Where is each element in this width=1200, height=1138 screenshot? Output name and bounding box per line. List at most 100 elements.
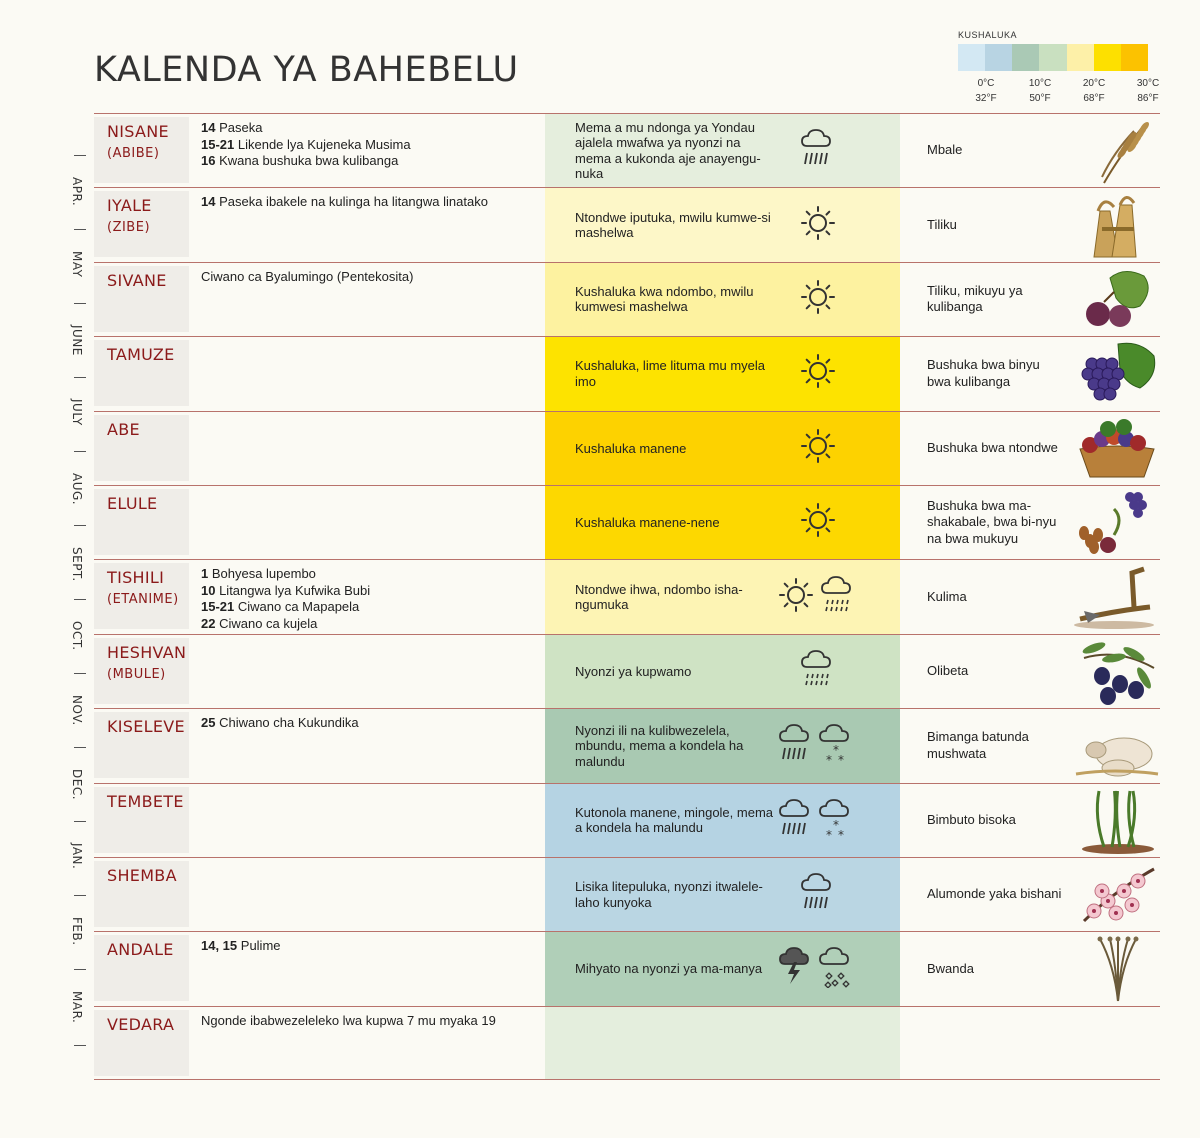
axis-month-label: FEB.: [70, 917, 84, 946]
axis-divider: [74, 377, 86, 378]
event-date: 14: [201, 120, 216, 135]
crop-text: Bushuka bwa binyu bwa kulibanga: [927, 357, 1040, 389]
sun-icon: [799, 352, 837, 395]
event-line: 10 Litangwa lya Kufwika Bubi: [201, 583, 531, 600]
month-row: SIVANE Ciwano ca Byalumingo (Pentekosita)…: [94, 261, 1160, 337]
axis-month-label: OCT.: [70, 621, 84, 651]
hebrew-month-alt-name: (ETANIME): [107, 592, 179, 608]
weather-cell: Kutonola manene, mingole, mema a kondela…: [545, 783, 900, 857]
event-text: Pulime: [237, 938, 281, 954]
weather-cell: Kushaluka manene: [545, 411, 900, 485]
event-line: 14 Paseka: [201, 120, 531, 137]
hebrew-month-name: ANDALE: [107, 940, 174, 960]
month-row: ELULE Kushaluka manene-nene Bushuka bwa ma…: [94, 484, 1160, 560]
event-text: Ciwano ca kujela: [215, 615, 318, 631]
calendar-table: NISANE (ABIBE) 14 Paseka 15-21 Likende lya …: [94, 113, 1160, 1081]
event-text: Paseka ibakele na kulinga ha litangwa li…: [215, 194, 488, 210]
weather-text: Nyonzi ya kupwamo: [575, 663, 692, 679]
month-cell: KISELEVE: [94, 712, 189, 779]
festival-events: 14 Paseka ibakele na kulinga ha litangwa…: [201, 194, 531, 211]
sun-icon: [799, 427, 837, 470]
month-row: KISELEVE 25 Chiwano cha Kukundika Nyonzi i…: [94, 708, 1160, 783]
month-row: TISHILI (ETANIME) 1 Bohyesa lupembo 10 Lita…: [94, 559, 1160, 634]
weather-icons: [799, 114, 909, 187]
event-date: 10: [201, 582, 216, 598]
month-row: VEDARA Ngonde ibabwezeleleko lwa kupwa 7 …: [94, 1005, 1160, 1081]
axis-month-label: APR.: [70, 177, 84, 207]
weather-cell: Kushaluka, lime lituma mu myela imo: [545, 337, 900, 411]
weather-icons: [799, 263, 909, 336]
snow-cloud-icon: * * *: [817, 796, 853, 845]
month-row: HESHVAN (MBULE) Nyonzi ya kupwamo Olibeta: [94, 633, 1160, 709]
event-line: 14, 15 Pulime: [201, 938, 531, 955]
weather-cell: [545, 1006, 900, 1080]
hebrew-month-name: HESHVAN: [107, 642, 187, 662]
axis-divider: [74, 451, 86, 452]
svg-text:*: *: [838, 828, 844, 840]
month-cell: TEMBETE: [94, 786, 189, 853]
weather-text: Ntondwe ihwa, ndombo isha-ngumuka: [575, 581, 743, 613]
event-date: 14: [201, 194, 216, 210]
legend-tick-label: 10°C 50°F: [1028, 78, 1052, 104]
event-text: Ciwano ca Byalumingo (Pentekosita): [201, 268, 414, 284]
axis-month-label: JAN.: [70, 843, 84, 870]
hebrew-month-name: ELULE: [107, 493, 158, 513]
legend-tick-label: 20°C 68°F: [1082, 78, 1106, 104]
hail-cloud-icon: [817, 944, 853, 993]
hebrew-month-name: KISELEVE: [107, 717, 185, 737]
hebrew-month-alt-name: (ZIBE): [107, 220, 151, 236]
wheat-icon: [1074, 117, 1160, 185]
rain-cloud-icon: [799, 126, 835, 175]
hebrew-month-name: ABE: [107, 419, 140, 439]
svg-text:*: *: [833, 818, 839, 832]
weather-icons: [799, 486, 909, 559]
axis-month-label: MAR.: [70, 991, 84, 1024]
weather-text: Nyonzi ili na kulibwezelela, mbundu, mem…: [575, 722, 744, 769]
weather-icons: [799, 858, 909, 931]
gregorian-month-axis: APR. MAY JUNE JULY AUG. SEPT. OCT. NOV. DEC. JAN.…: [68, 113, 94, 1079]
hebrew-month-name: IYALE: [107, 196, 152, 216]
hebrew-month-name: TEMBETE: [107, 791, 184, 811]
svg-text:*: *: [826, 753, 832, 765]
month-cell: NISANE (ABIBE): [94, 117, 189, 183]
festival-events: 14, 15 Pulime: [201, 938, 531, 955]
axis-divider: [74, 155, 86, 156]
axis-month-label: DEC.: [70, 769, 84, 801]
month-row: NISANE (ABIBE) 14 Paseka 15-21 Likende lya …: [94, 113, 1160, 188]
weather-cell: Mihyato na nyonzi ya ma-manya: [545, 932, 900, 1006]
axis-month-label: AUG.: [70, 473, 84, 506]
event-line: Ngonde ibabwezeleleko lwa kupwa 7 mu mya…: [201, 1013, 531, 1030]
event-text: Ciwano ca Mapapela: [234, 599, 360, 615]
hebrew-month-name: SHEMBA: [107, 865, 177, 885]
event-text: Litangwa lya Kufwika Bubi: [215, 582, 371, 598]
crop-text: Bushuka bwa ma-shakabale, bwa bi-nyu na …: [927, 497, 1057, 546]
weather-text: Kushaluka kwa ndombo, mwilu kumwesi mash…: [575, 283, 754, 315]
legend-tick-label: 0°C 32°F: [975, 78, 997, 104]
olives-icon: [1074, 638, 1160, 706]
axis-month-label: MAY: [70, 251, 84, 278]
festival-events: 1 Bohyesa lupembo 10 Litangwa lya Kufwika…: [201, 566, 531, 632]
plow-icon: [1074, 563, 1160, 631]
event-text: Bohyesa lupembo: [208, 566, 316, 582]
crop-text: Olibeta: [927, 663, 969, 679]
rain-cloud-icon: [799, 870, 835, 919]
festival-events: 14 Paseka 15-21 Likende lya Kujeneka Musi…: [201, 120, 531, 170]
month-row: TEMBETE Kutonola manene, mingole, mema a …: [94, 782, 1160, 857]
weather-icons: [799, 635, 909, 708]
month-cell: SHEMBA: [94, 860, 189, 927]
month-row: IYALE (ZIBE) 14 Paseka ibakele na kulinga …: [94, 187, 1160, 262]
legend-swatch: [1012, 44, 1040, 71]
legend-swatch: [958, 44, 986, 71]
sun-icon: [799, 278, 837, 321]
crop-text: Alumonde yaka bishani: [927, 886, 1062, 902]
festival-events: Ciwano ca Byalumingo (Pentekosita): [201, 269, 531, 286]
month-row: ABE Kushaluka manene Bushuka bwa ntondwe: [94, 410, 1160, 485]
month-cell: HESHVAN (MBULE): [94, 637, 189, 704]
axis-divider: [74, 969, 86, 970]
svg-text:*: *: [833, 743, 839, 757]
event-date: 16: [201, 153, 216, 168]
weather-cell: Nyonzi ya kupwamo: [545, 634, 900, 709]
hebrew-month-name: TAMUZE: [107, 345, 175, 365]
temperature-legend: KUSHALUKA 0°C 32°F 10°C 50°F 20°C 68°F 30°C 86°…: [958, 30, 1159, 105]
axis-divider: [74, 229, 86, 230]
